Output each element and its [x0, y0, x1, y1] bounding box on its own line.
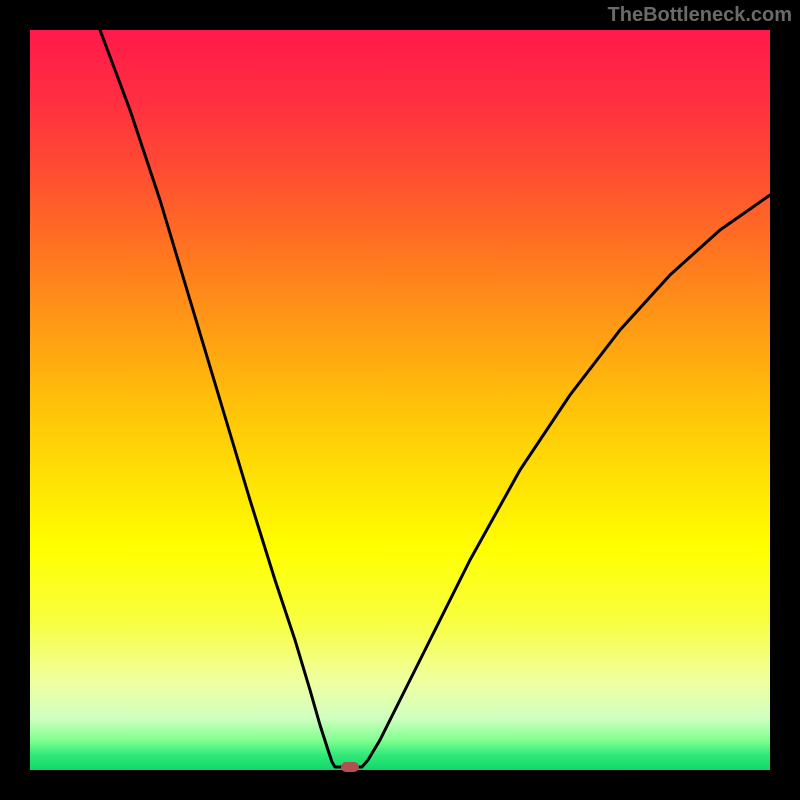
chart-container: TheBottleneck.com [0, 0, 800, 800]
optimal-point-marker [341, 762, 359, 772]
plot-area [30, 30, 770, 770]
watermark-text: TheBottleneck.com [608, 4, 792, 27]
bottleneck-curve [30, 30, 770, 770]
